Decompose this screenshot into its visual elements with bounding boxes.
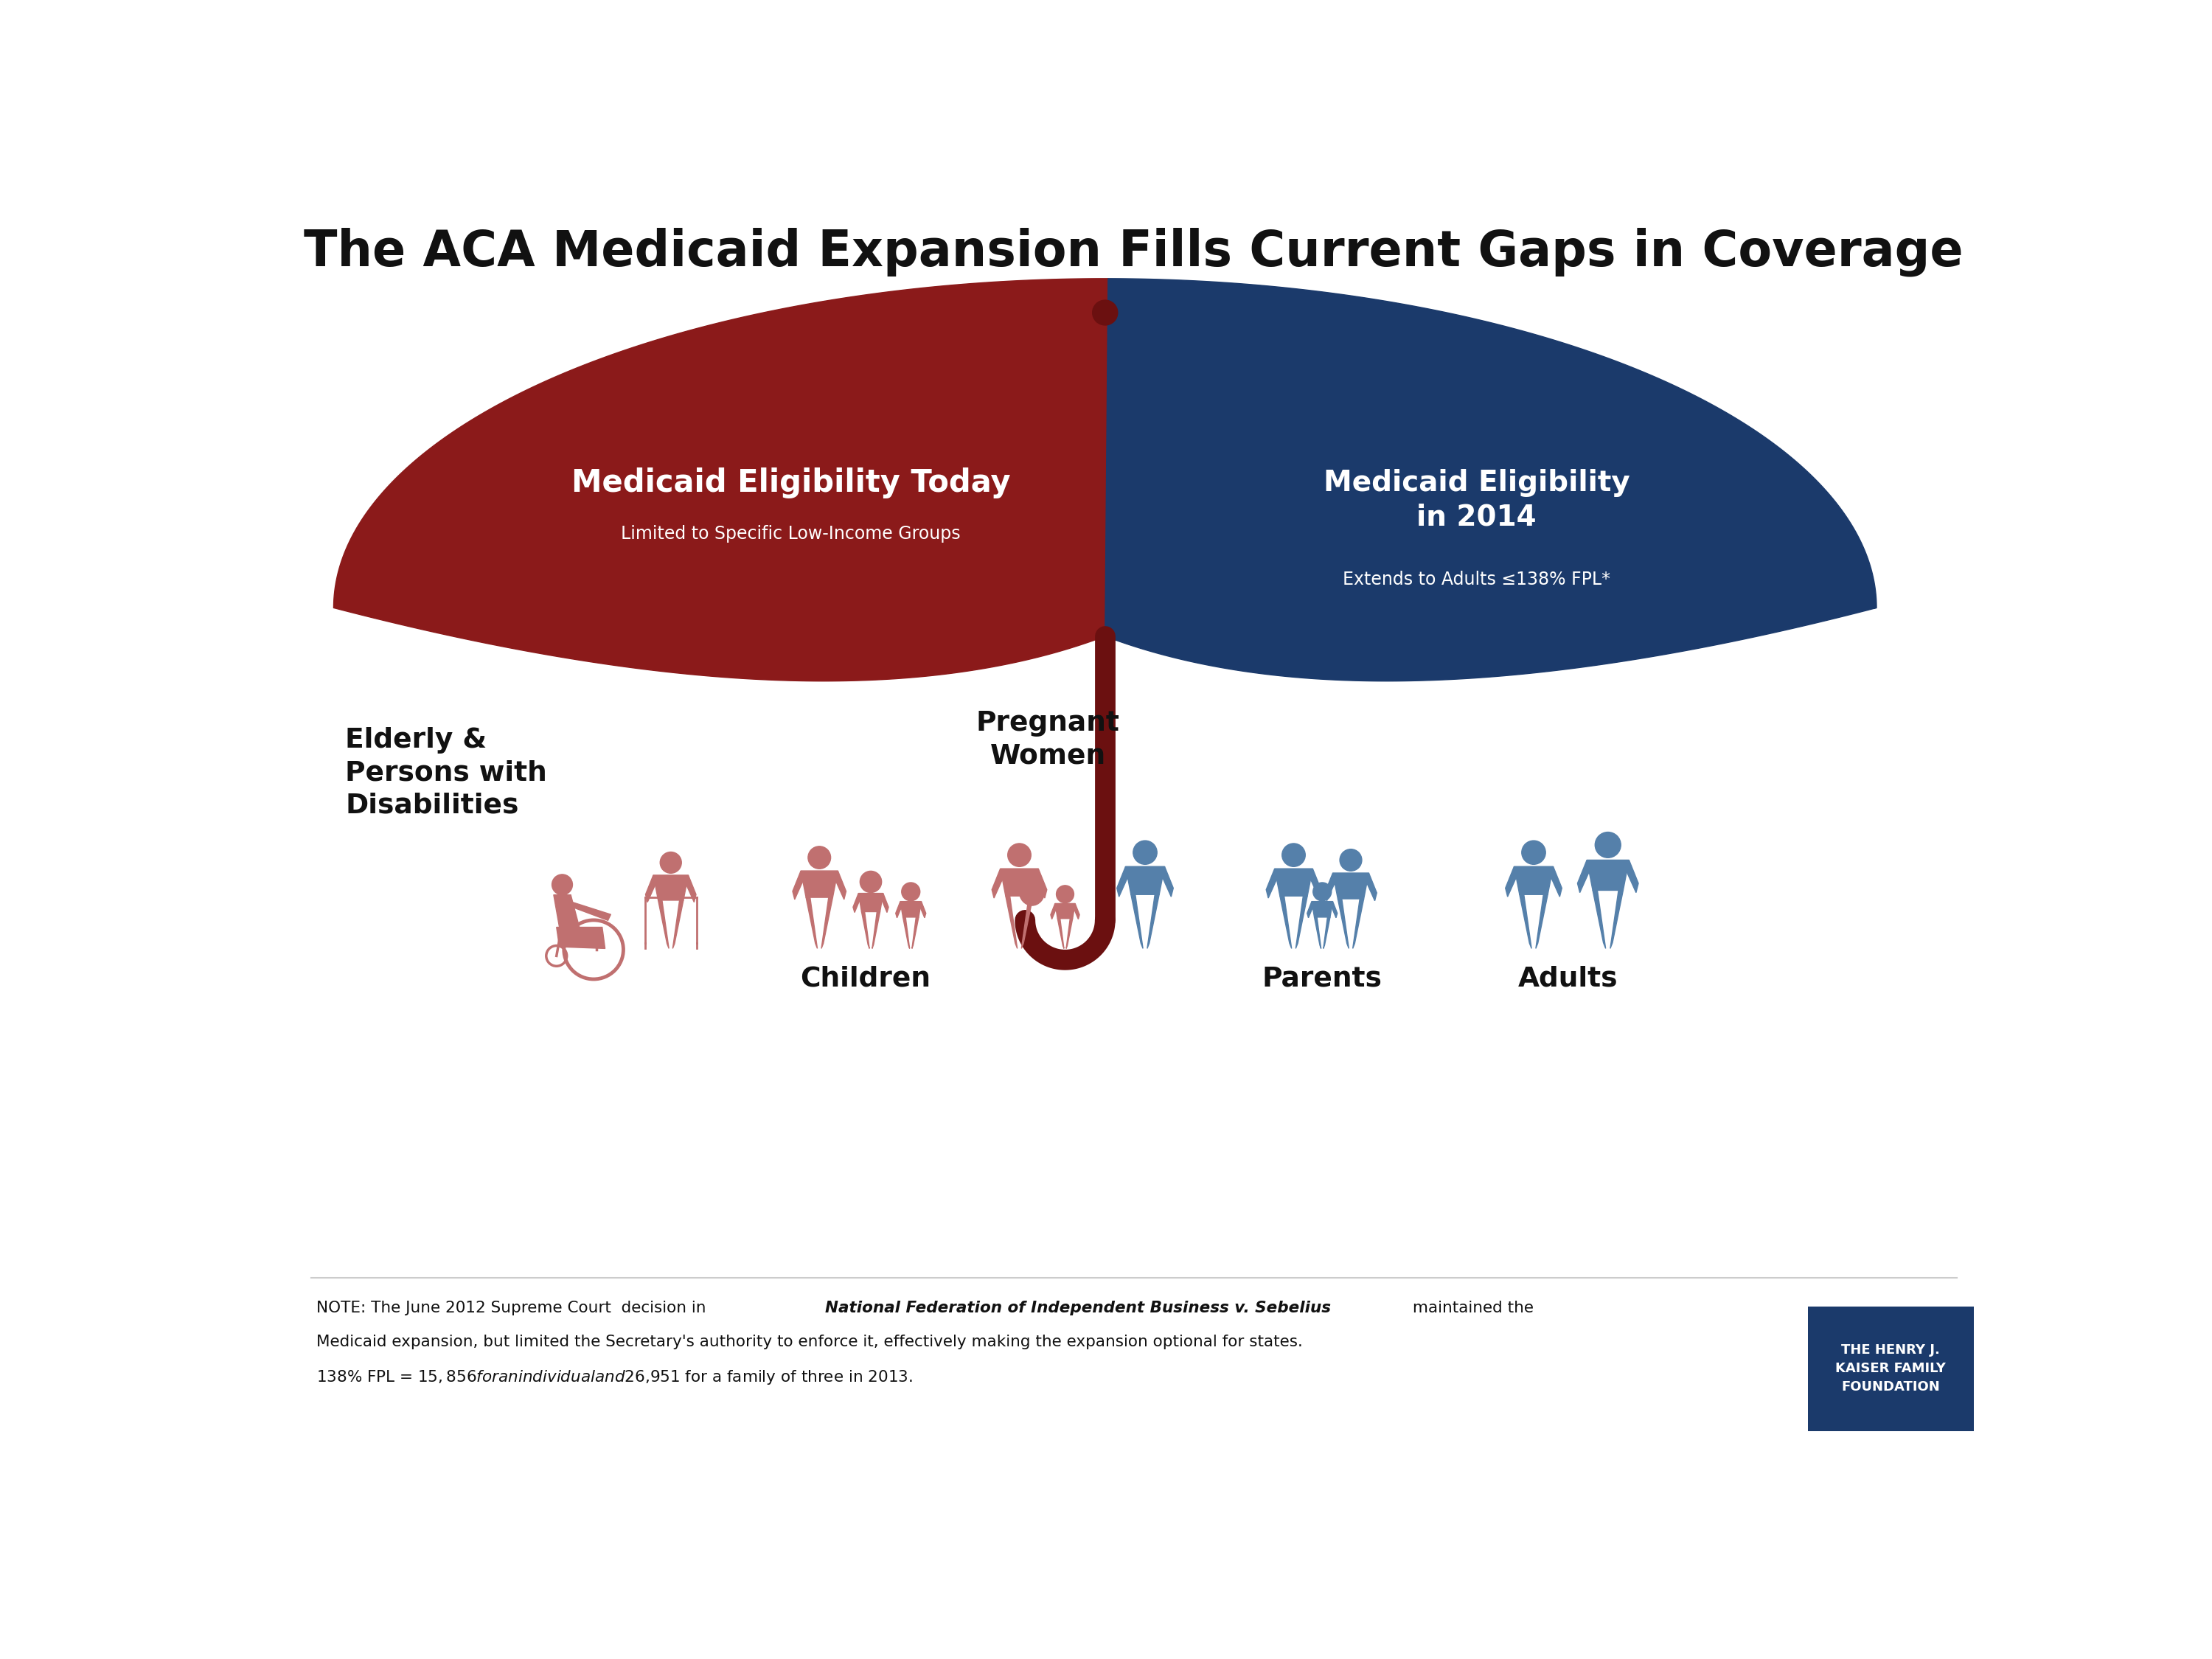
Text: Medicaid Eligibility Today: Medicaid Eligibility Today bbox=[571, 468, 1011, 498]
Polygon shape bbox=[1314, 917, 1321, 949]
Text: Medicaid expansion, but limited the Secretary's authority to enforce it, effecti: Medicaid expansion, but limited the Secr… bbox=[316, 1334, 1303, 1349]
Circle shape bbox=[1009, 843, 1031, 866]
Polygon shape bbox=[1535, 894, 1548, 949]
Polygon shape bbox=[1035, 869, 1046, 898]
Polygon shape bbox=[653, 876, 688, 901]
Polygon shape bbox=[896, 901, 902, 917]
Circle shape bbox=[1093, 300, 1117, 325]
Polygon shape bbox=[1586, 859, 1628, 891]
Polygon shape bbox=[836, 871, 847, 899]
Polygon shape bbox=[911, 917, 918, 949]
Polygon shape bbox=[860, 912, 869, 949]
Polygon shape bbox=[1055, 904, 1075, 919]
Text: Extends to Adults ≤138% FPL*: Extends to Adults ≤138% FPL* bbox=[1343, 571, 1610, 589]
Polygon shape bbox=[1164, 866, 1172, 898]
Ellipse shape bbox=[1020, 876, 1044, 906]
Polygon shape bbox=[1006, 896, 1018, 949]
Polygon shape bbox=[821, 898, 832, 949]
Polygon shape bbox=[557, 927, 606, 949]
Polygon shape bbox=[1513, 866, 1553, 894]
Polygon shape bbox=[1506, 866, 1515, 898]
Text: The ACA Medicaid Expansion Fills Current Gaps in Coverage: The ACA Medicaid Expansion Fills Current… bbox=[303, 227, 1964, 277]
Circle shape bbox=[807, 846, 832, 869]
Polygon shape bbox=[991, 869, 1002, 898]
Polygon shape bbox=[1323, 917, 1329, 949]
Polygon shape bbox=[1338, 899, 1349, 949]
Polygon shape bbox=[1051, 904, 1057, 919]
Polygon shape bbox=[1274, 869, 1312, 896]
Polygon shape bbox=[686, 876, 697, 902]
Polygon shape bbox=[1265, 869, 1276, 898]
Text: maintained the: maintained the bbox=[1407, 1301, 1535, 1316]
Circle shape bbox=[1283, 843, 1305, 866]
Circle shape bbox=[860, 871, 883, 893]
Polygon shape bbox=[672, 901, 684, 949]
Polygon shape bbox=[883, 893, 889, 912]
Polygon shape bbox=[1334, 873, 1369, 899]
Polygon shape bbox=[1367, 873, 1376, 901]
Text: THE HENRY J.
KAISER FAMILY
FOUNDATION: THE HENRY J. KAISER FAMILY FOUNDATION bbox=[1836, 1344, 1947, 1394]
Polygon shape bbox=[1332, 901, 1338, 917]
Polygon shape bbox=[646, 876, 655, 902]
Text: Parents: Parents bbox=[1263, 966, 1382, 992]
Polygon shape bbox=[659, 901, 668, 949]
Text: Limited to Specific Low-Income Groups: Limited to Specific Low-Income Groups bbox=[622, 526, 960, 542]
Circle shape bbox=[1057, 886, 1073, 902]
Polygon shape bbox=[872, 912, 880, 949]
Polygon shape bbox=[334, 279, 1108, 682]
Polygon shape bbox=[1000, 869, 1037, 896]
Circle shape bbox=[1133, 841, 1157, 864]
Text: Adults: Adults bbox=[1517, 966, 1617, 992]
Polygon shape bbox=[1117, 866, 1128, 898]
Polygon shape bbox=[1073, 904, 1079, 919]
Text: 138% FPL = $15,856 for an individual and $26,951 for a family of three in 2013.: 138% FPL = $15,856 for an individual and… bbox=[316, 1369, 914, 1387]
Polygon shape bbox=[805, 898, 818, 949]
Circle shape bbox=[1522, 841, 1546, 864]
Polygon shape bbox=[1281, 896, 1292, 949]
Polygon shape bbox=[1551, 866, 1562, 898]
Polygon shape bbox=[1130, 894, 1144, 949]
Polygon shape bbox=[1148, 894, 1159, 949]
Polygon shape bbox=[1593, 891, 1606, 949]
Text: National Federation of Independent Business v. Sebelius: National Federation of Independent Busin… bbox=[825, 1301, 1332, 1316]
Polygon shape bbox=[801, 871, 838, 898]
Polygon shape bbox=[858, 893, 883, 912]
Circle shape bbox=[1314, 883, 1332, 901]
Polygon shape bbox=[1022, 896, 1033, 949]
Polygon shape bbox=[1066, 919, 1073, 949]
Polygon shape bbox=[1106, 279, 1876, 682]
Polygon shape bbox=[1520, 894, 1531, 949]
Polygon shape bbox=[571, 902, 611, 921]
Polygon shape bbox=[1325, 873, 1334, 901]
Text: Elderly &
Persons with
Disabilities: Elderly & Persons with Disabilities bbox=[345, 727, 546, 820]
Polygon shape bbox=[1312, 901, 1334, 917]
Circle shape bbox=[1595, 833, 1621, 858]
Polygon shape bbox=[1610, 891, 1624, 949]
Text: NOTE: The June 2012 Supreme Court  decision in: NOTE: The June 2012 Supreme Court decisi… bbox=[316, 1301, 712, 1316]
Polygon shape bbox=[1354, 899, 1365, 949]
Polygon shape bbox=[1626, 859, 1639, 893]
Circle shape bbox=[659, 853, 681, 873]
FancyBboxPatch shape bbox=[1807, 1306, 1973, 1432]
Text: Pregnant
Women: Pregnant Women bbox=[975, 710, 1119, 770]
Circle shape bbox=[902, 883, 920, 901]
Circle shape bbox=[1340, 849, 1363, 871]
Polygon shape bbox=[553, 894, 580, 927]
Text: Children: Children bbox=[801, 966, 931, 992]
Circle shape bbox=[553, 874, 573, 894]
Polygon shape bbox=[1057, 919, 1064, 949]
Polygon shape bbox=[920, 901, 927, 917]
Polygon shape bbox=[902, 917, 909, 949]
Polygon shape bbox=[1577, 859, 1588, 893]
Polygon shape bbox=[1307, 901, 1314, 917]
Text: Medicaid Eligibility
in 2014: Medicaid Eligibility in 2014 bbox=[1323, 468, 1630, 531]
Polygon shape bbox=[1296, 896, 1307, 949]
Polygon shape bbox=[792, 871, 803, 899]
Polygon shape bbox=[900, 901, 922, 917]
Polygon shape bbox=[854, 893, 860, 912]
Polygon shape bbox=[1310, 869, 1321, 898]
Polygon shape bbox=[1126, 866, 1166, 894]
